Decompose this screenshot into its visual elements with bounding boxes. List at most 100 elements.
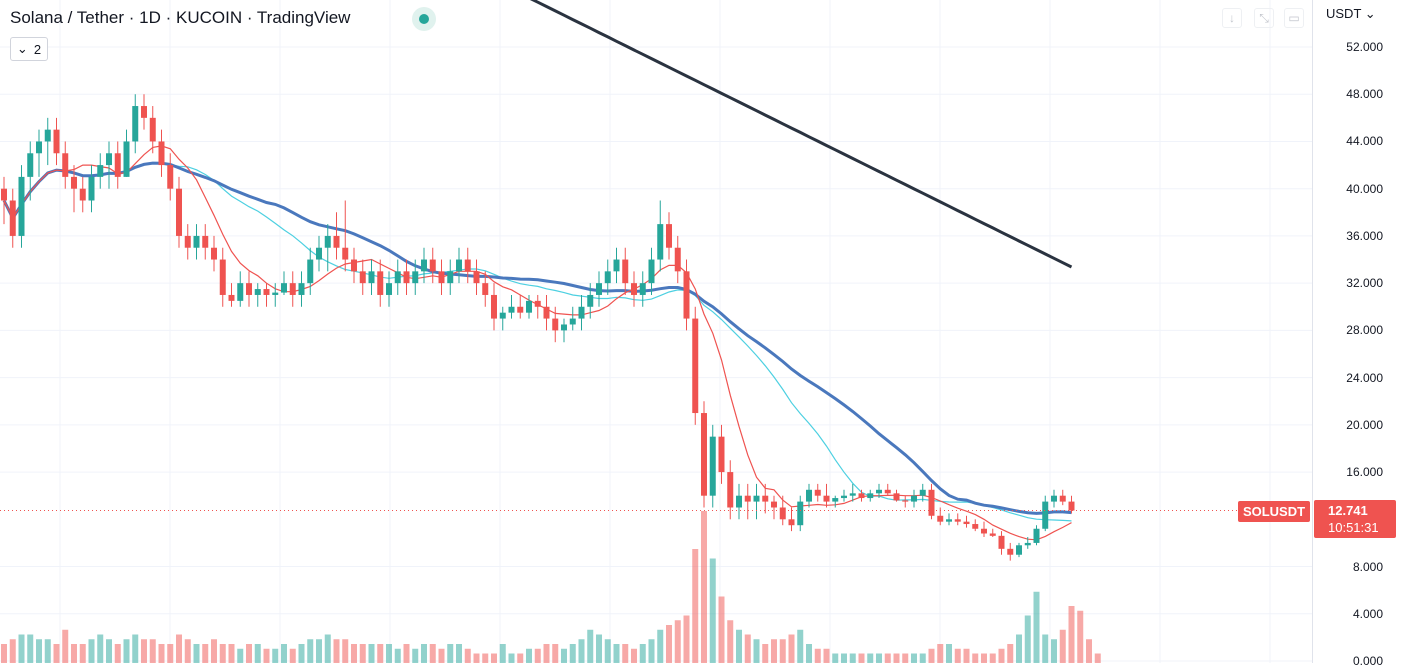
candle-body [736,495,742,508]
volume-bar [692,549,699,663]
candle-body [421,259,427,272]
candle-body [27,153,34,177]
candle-body [149,117,156,142]
volume-bar [771,639,777,663]
price-chart[interactable] [0,0,1312,663]
volume-bar [106,639,112,663]
candle-body [123,141,130,177]
candle-body [36,141,42,154]
volume-bar [543,644,550,663]
candle-body [403,271,410,284]
candle-body [517,306,524,313]
candle-body [779,507,786,520]
volume-bar [709,558,716,663]
volume-bar [604,639,611,663]
chart-legend-title: Solana / Tether · 1D · KUCOIN · TradingV… [10,8,351,27]
candle-body [534,300,541,307]
candle-body [62,153,69,177]
candle-body [499,312,506,319]
volume-bar [211,639,217,663]
market-status-icon[interactable] [412,7,436,31]
volume-bar [569,644,576,663]
bar-countdown: 10:51:31 [1328,520,1379,535]
volume-bar [587,629,594,663]
candle-body [228,294,235,301]
currency-label: USDT [1326,6,1362,21]
candle-body [193,235,200,248]
candle-body [587,294,594,307]
volume-bar [254,644,261,663]
volume-bar [814,648,821,663]
volume-bar [596,634,602,663]
volume-bar [456,644,462,663]
candle-body [718,436,725,473]
volume-bar [342,639,349,663]
candle-body [394,271,401,284]
candle-body [666,224,672,248]
volume-bar [893,653,900,663]
symbol-badge: SOLUSDT [1238,501,1310,522]
candle-body [281,283,287,293]
candle-body [219,259,226,295]
candle-body [613,259,620,272]
candle-body [9,200,16,236]
candle-body [246,283,252,295]
volume-bar [132,634,139,663]
candle-body [972,524,979,529]
candle-body [1016,545,1022,555]
last-price-badge: 12.741 10:51:31 [1314,500,1396,538]
volume-bar [351,644,357,663]
currency-selector[interactable]: USDT ⌄ [1326,6,1376,22]
indicators-count: 2 [33,41,42,57]
volume-bar [298,644,305,663]
candle-body [841,495,847,499]
download-icon[interactable]: ↓ [1222,8,1242,28]
candle-body [893,493,900,501]
volume-bar [701,511,707,663]
candle-body [184,235,191,248]
price-tick-label: 24.000 [1346,370,1383,385]
price-scale[interactable]: 52.000 48.000 44.000 40.000 36.000 32.000 28.0… [1312,0,1404,668]
candle-body [849,493,856,496]
ma-long-line [485,0,1073,269]
volume-bar [491,653,497,663]
candle-body [114,153,121,177]
fullscreen-collapse-icon[interactable]: ⤡ [1254,8,1274,28]
volume-bar [377,644,384,663]
candle-body [823,495,830,502]
candle-body [709,436,716,496]
candle-body [386,283,392,295]
candle-body [806,489,812,502]
volume-bar [534,648,541,663]
volume-bar [228,644,235,663]
volume-bar [324,634,331,663]
volume-bar [53,644,60,663]
volume-bar [18,634,25,663]
volume-bar [736,629,742,663]
volume-bar [473,653,480,663]
chart-area[interactable] [0,0,1312,663]
candle-body [307,259,314,284]
volume-bar [167,644,174,663]
volume-bar [281,644,287,663]
volume-bar [954,648,961,663]
candle-body [1,188,7,201]
volume-bar [753,639,760,663]
price-tick-label: 4.000 [1352,606,1383,621]
ma-fast-line [3,145,1072,541]
candle-body [1033,528,1040,543]
candle-body [788,519,795,526]
candle-body [412,271,419,284]
volume-bar [368,644,375,663]
volume-bar [648,639,655,663]
volume-bar [307,639,314,663]
candle-body [1059,495,1066,502]
candle-body [674,247,681,272]
indicators-collapse-button[interactable]: ⌄ 2 [10,37,48,61]
candle-body [727,472,734,508]
volume-bar [561,648,567,663]
screenshot-icon[interactable]: ▭ [1284,8,1304,28]
volume-bar [219,644,226,663]
candle-body [1024,542,1031,546]
volume-bar [499,644,506,663]
